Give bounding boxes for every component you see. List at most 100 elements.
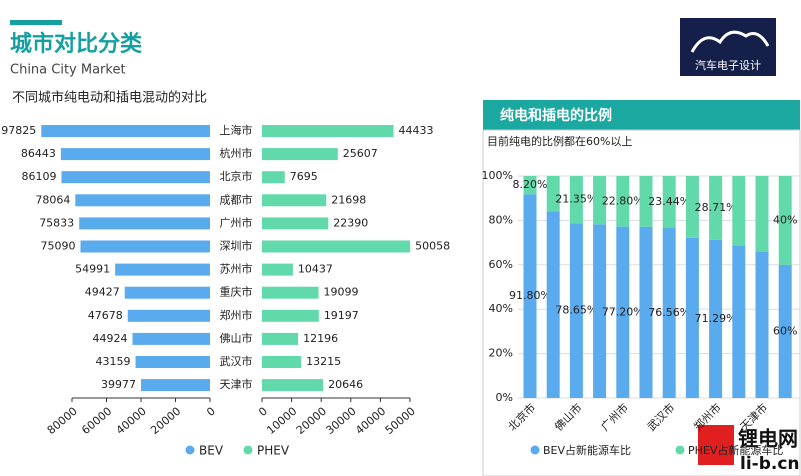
value-label: 13215: [306, 355, 341, 368]
value-label: 20646: [328, 378, 363, 391]
value-label: 97825: [1, 124, 36, 137]
category-label: 武汉市: [220, 354, 253, 368]
value-label: 43159: [96, 355, 131, 368]
x-tick-label: 0: [256, 405, 270, 419]
y-tick-label: 20%: [489, 347, 513, 360]
bar: [262, 240, 411, 253]
page-subtitle: China City Market: [10, 63, 126, 78]
bar-segment: [732, 176, 746, 246]
value-label: 28.71%: [695, 201, 737, 214]
bar-segment: [732, 245, 746, 398]
panel-header: [483, 100, 800, 130]
value-label: 19197: [324, 309, 359, 322]
category-label: 上海市: [220, 123, 253, 137]
bar-segment: [755, 251, 769, 398]
value-label: 39977: [101, 378, 136, 391]
value-label: 50058: [415, 240, 450, 253]
x-tick-label: 10000: [264, 405, 299, 437]
value-label: 47678: [88, 309, 123, 322]
bar: [262, 148, 338, 161]
bar: [262, 125, 394, 137]
bar: [75, 194, 210, 207]
category-label: 郑州市: [220, 308, 253, 322]
page-title: 城市对比分类: [10, 31, 143, 57]
bar-segment: [778, 264, 792, 398]
x-tick-label: 20000: [294, 405, 329, 437]
bar: [262, 217, 329, 230]
category-label: 广州市: [220, 215, 253, 229]
value-label: 22.80%: [602, 194, 644, 207]
bar-segment: [546, 211, 560, 398]
panel: [482, 129, 801, 476]
watermark-name: 锂电网: [738, 427, 798, 451]
bar: [41, 125, 210, 137]
value-label: 40%: [773, 213, 797, 226]
bar: [262, 171, 285, 184]
chart-title: 纯电和插电的比例: [500, 107, 612, 124]
bar-segment: [523, 194, 537, 398]
bar: [262, 263, 293, 276]
x-tick-label: 佛山市: [551, 400, 584, 433]
chart-title: 不同城市纯电动和插电混动的对比: [12, 90, 207, 106]
bar: [115, 263, 210, 276]
bar-segment: [546, 176, 560, 212]
x-tick-label: 40000: [114, 405, 149, 437]
legend-label: BEV: [199, 444, 224, 458]
category-label: 深圳市: [220, 239, 253, 253]
bar-segment: [685, 237, 699, 398]
x-tick-label: 广州市: [598, 400, 631, 433]
bar: [60, 148, 210, 161]
value-label: 54991: [75, 263, 110, 276]
bar: [262, 286, 319, 299]
value-label: 44433: [399, 124, 434, 137]
value-label: 21698: [331, 193, 366, 206]
bar: [124, 286, 210, 299]
x-tick-label: 40000: [353, 405, 388, 437]
value-label: 19099: [324, 286, 359, 299]
bar-segment: [662, 176, 676, 229]
bar-segment: [593, 224, 607, 398]
category-label: 成都市: [220, 192, 253, 206]
y-tick-label: 100%: [482, 169, 513, 182]
category-label: 佛山市: [220, 331, 253, 345]
value-label: 49427: [85, 286, 120, 299]
value-label: 7695: [290, 170, 318, 183]
logo-text: 汽车电子设计: [695, 58, 761, 72]
bar: [135, 356, 210, 368]
legend-marker: [243, 445, 253, 455]
bar: [127, 309, 210, 322]
bar: [262, 356, 302, 368]
bar: [79, 217, 210, 230]
x-tick-label: 50000: [383, 405, 418, 437]
bar-segment: [685, 176, 699, 238]
bar-segment: [709, 239, 723, 398]
value-label: 76.56%: [648, 306, 690, 319]
header-bar: [10, 20, 62, 25]
value-label: 23.44%: [648, 195, 690, 208]
bar-segment: [709, 176, 723, 240]
value-label: 8.20%: [513, 178, 548, 191]
category-label: 苏州市: [220, 262, 253, 276]
value-label: 25607: [343, 147, 378, 160]
y-tick-label: 60%: [489, 258, 513, 271]
value-label: 12196: [303, 332, 338, 345]
bar: [262, 332, 299, 345]
bar-segment: [523, 176, 537, 195]
y-tick-label: 80%: [489, 213, 513, 226]
bar-segment: [569, 223, 583, 398]
value-label: 78064: [35, 193, 70, 206]
bar: [262, 379, 324, 392]
category-label: 重庆市: [220, 285, 253, 299]
value-label: 60%: [773, 324, 797, 337]
value-label: 77.20%: [602, 305, 644, 318]
value-label: 71.29%: [695, 312, 737, 325]
x-tick-label: 80000: [45, 405, 80, 437]
bar-segment: [755, 176, 769, 252]
value-label: 91.80%: [509, 289, 551, 302]
bar: [141, 379, 210, 392]
bar-segment: [639, 226, 653, 398]
bar: [262, 309, 319, 322]
value-label: 78.65%: [555, 304, 597, 317]
bar-segment: [569, 176, 583, 224]
